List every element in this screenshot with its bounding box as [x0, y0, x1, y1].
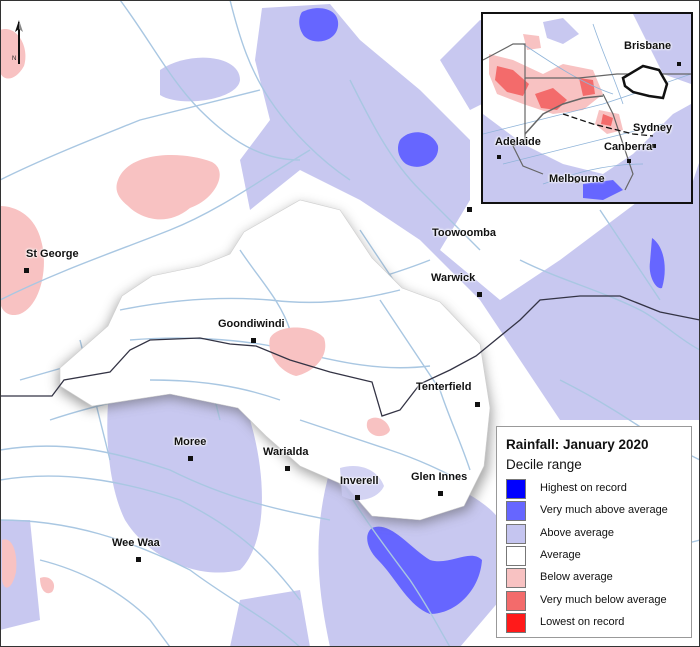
- town-label-goondiwindi: Goondiwindi: [218, 318, 285, 330]
- legend-item: Below average: [506, 568, 691, 588]
- below-average-zone-3: [0, 206, 44, 316]
- legend-label: Average: [540, 549, 581, 561]
- below-average-zone-7: [40, 577, 55, 594]
- inset-label-adelaide: Adelaide: [495, 136, 541, 148]
- inset-locator-map: Brisbane Sydney Adelaide Canberra Melbou…: [481, 12, 693, 204]
- legend-item: Above average: [506, 524, 691, 544]
- town-label-warialda: Warialda: [263, 446, 309, 458]
- town-label-glen-innes: Glen Innes: [411, 471, 468, 483]
- town-label-wee-waa: Wee Waa: [112, 537, 160, 549]
- state-border: [0, 295, 700, 417]
- inset-label-sydney: Sydney: [633, 122, 673, 134]
- inset-label-brisbane: Brisbane: [624, 40, 672, 52]
- legend-item: Very much below average: [506, 591, 691, 611]
- highlighted-region: [58, 199, 492, 524]
- legend-swatch: [506, 613, 526, 633]
- legend-subtitle: Decile range: [506, 457, 582, 472]
- inset-label-melbourne: Melbourne: [549, 173, 605, 185]
- north-arrow-icon: [15, 20, 23, 64]
- very-much-above-zone-1: [299, 8, 339, 42]
- legend-swatch: [506, 479, 526, 499]
- legend-item: Lowest on record: [506, 613, 691, 633]
- inset-label-canberra: Canberra: [604, 141, 653, 153]
- legend-label: Highest on record: [540, 482, 627, 494]
- north-arrow-letter: N: [12, 56, 17, 62]
- legend-swatch: [506, 501, 526, 521]
- legend-swatch: [506, 591, 526, 611]
- legend-title: Rainfall: January 2020: [506, 437, 649, 452]
- town-label-tenterfield: Tenterfield: [416, 381, 472, 393]
- below-average-zone-6: [2, 539, 17, 588]
- town-markers: [24, 207, 482, 562]
- town-label-st-george: St George: [26, 248, 79, 260]
- legend-item: Highest on record: [506, 479, 691, 499]
- very-much-above-zone-4: [649, 238, 665, 289]
- legend-label: Below average: [540, 571, 613, 583]
- town-label-moree: Moree: [174, 436, 207, 448]
- legend-label: Very much above average: [540, 504, 668, 516]
- legend-swatch: [506, 524, 526, 544]
- very-much-above-zone-2: [398, 132, 439, 167]
- map-legend: Rainfall: January 2020 Decile range High…: [496, 426, 692, 638]
- legend-label: Very much below average: [540, 594, 667, 606]
- legend-label: Lowest on record: [540, 616, 625, 628]
- above-average-zone-north: [160, 57, 240, 102]
- town-label-inverell: Inverell: [340, 475, 379, 487]
- town-label-warwick: Warwick: [431, 272, 476, 284]
- legend-label: Above average: [540, 527, 614, 539]
- legend-item: Very much above average: [506, 501, 691, 521]
- below-average-zone-2: [116, 155, 220, 220]
- legend-swatch: [506, 568, 526, 588]
- town-label-toowoomba: Toowoomba: [432, 227, 496, 239]
- very-much-above-zone-3: [367, 526, 482, 614]
- legend-swatch: [506, 546, 526, 566]
- above-average-zone-s2: [230, 590, 310, 647]
- inset-map-canvas: [483, 14, 691, 202]
- legend-item: Average: [506, 546, 691, 566]
